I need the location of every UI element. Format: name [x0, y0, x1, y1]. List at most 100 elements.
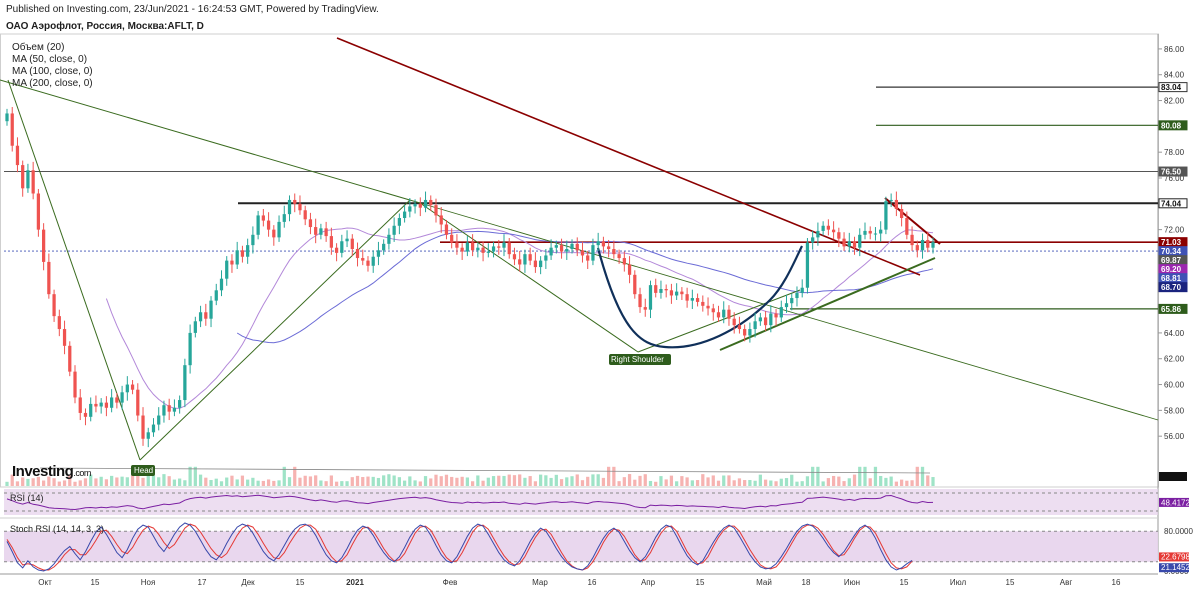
volume-bar	[727, 475, 731, 486]
candle-body	[523, 254, 527, 265]
candle-body	[931, 242, 935, 248]
candle-body	[120, 392, 124, 403]
candle-body	[57, 316, 61, 330]
stoch-k-label: 22.6798	[1161, 552, 1190, 561]
volume-bar	[779, 478, 783, 486]
volume-bar	[570, 476, 574, 486]
candle-body	[125, 384, 129, 393]
volume-bar	[643, 474, 647, 486]
time-tick-label: Ноя	[141, 578, 156, 587]
volume-bar	[617, 481, 621, 486]
volume-bar	[690, 480, 694, 486]
candle-body	[408, 206, 412, 212]
candle-body	[371, 256, 375, 266]
rsi-value-box	[1159, 497, 1189, 507]
candle-body	[633, 274, 637, 295]
volume-bar	[94, 478, 98, 486]
volume-bar	[905, 480, 909, 486]
price-tick-label: 62.00	[1164, 355, 1185, 364]
candle-body	[899, 208, 904, 219]
candle-body	[800, 287, 804, 293]
candle-body	[376, 250, 381, 257]
volume-bar	[256, 480, 260, 486]
candle-body	[193, 321, 197, 333]
volume-bar	[355, 475, 360, 486]
candle-body	[355, 249, 360, 259]
volume-bar	[246, 479, 250, 486]
candle-body	[455, 242, 459, 248]
volume-ma-line	[39, 467, 931, 474]
time-tick-label: 16	[588, 578, 597, 587]
price-tick-label: 58.00	[1164, 406, 1185, 415]
time-tick-label: 15	[91, 578, 100, 587]
volume-bar	[706, 477, 710, 486]
candle-body	[690, 298, 694, 301]
candle-body	[716, 312, 721, 318]
level-label: 76.50	[1161, 168, 1182, 177]
candle-body	[78, 397, 82, 413]
rsi-line	[6, 494, 934, 511]
head-label: Head	[134, 466, 153, 475]
trendline-resistance	[336, 37, 921, 276]
volume-bar	[512, 475, 517, 486]
volume-bar	[748, 480, 752, 486]
volume-bar	[821, 481, 825, 486]
candle-body	[470, 242, 475, 251]
legend-ma-50: MA (50, close, 0)	[12, 54, 88, 65]
price-tick-label: 72.00	[1164, 226, 1185, 235]
volume-bar	[926, 475, 930, 486]
stoch-d-line	[6, 523, 913, 571]
volume-bar	[533, 481, 538, 486]
volume-bar	[549, 477, 553, 486]
candle-body	[402, 211, 407, 219]
stoch-d-label: 21.1452	[1161, 563, 1190, 572]
candle-body	[873, 233, 878, 235]
candle-body	[450, 234, 454, 243]
volume-bar	[894, 481, 899, 486]
candle-body	[209, 300, 213, 319]
volume-bar	[188, 466, 192, 486]
level-label: 68.81	[1161, 274, 1182, 283]
candle-body	[110, 397, 114, 408]
candle-body	[559, 245, 564, 252]
stoch-band	[4, 531, 1158, 562]
volume-bar	[204, 477, 208, 486]
candle-body	[654, 285, 658, 293]
volume-bar	[701, 474, 705, 486]
candle-body	[460, 247, 464, 252]
candle-body	[36, 193, 41, 230]
candle-body	[518, 259, 522, 265]
volume-bar	[214, 478, 218, 486]
candle-body	[141, 415, 145, 439]
level-label: 69.20	[1161, 265, 1182, 274]
volume-bar	[408, 476, 412, 486]
volume-bar	[193, 466, 197, 486]
volume-bar	[319, 480, 323, 486]
volume-bar	[769, 480, 773, 486]
volume-bar	[491, 476, 496, 486]
candle-body	[52, 294, 56, 317]
candle-body	[826, 225, 830, 230]
volume-bar	[920, 466, 925, 486]
volume-bar	[314, 475, 318, 486]
candle-body	[910, 234, 914, 246]
investing-logo: Investing.com	[12, 463, 91, 480]
volume-bar	[816, 466, 820, 486]
candle-body	[905, 218, 909, 235]
volume-bar	[21, 477, 25, 486]
candle-body	[282, 214, 286, 222]
candle-body	[669, 290, 674, 296]
volume-bar	[141, 477, 145, 486]
volume-bar	[847, 478, 851, 486]
time-tick-label: Июл	[950, 578, 967, 587]
level-label-box	[1158, 120, 1188, 131]
candle-body	[549, 247, 553, 256]
candle-body	[481, 247, 485, 253]
candle-body	[413, 203, 417, 207]
candle-body	[151, 424, 156, 433]
volume-bar	[444, 474, 449, 486]
candle-body	[10, 113, 14, 146]
level-label-box	[1158, 166, 1188, 177]
candle-body	[622, 258, 626, 265]
candle-body	[314, 227, 318, 235]
